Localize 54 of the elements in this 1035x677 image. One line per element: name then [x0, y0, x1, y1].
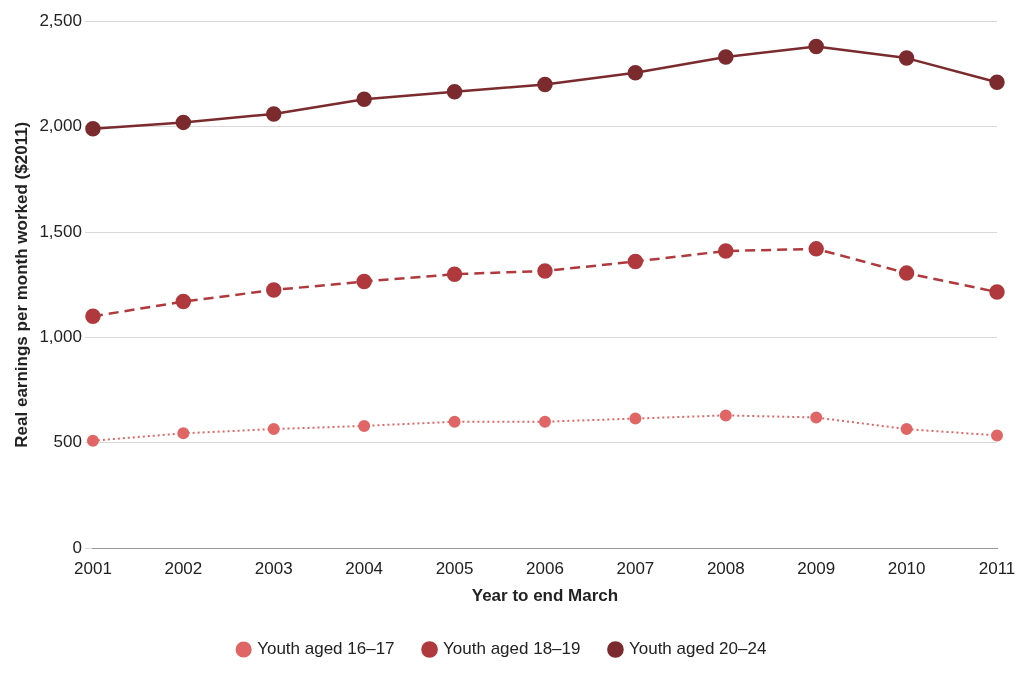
- point: [446, 266, 463, 282]
- legend-label: Youth aged 16–17: [257, 639, 395, 659]
- y-tick-label: 2,500: [39, 10, 82, 30]
- y-tick-label: 1,000: [39, 327, 82, 347]
- x-axis-title: Year to end March: [471, 586, 619, 606]
- point: [446, 84, 463, 100]
- point: [989, 74, 1005, 91]
- x-tick-label: 2009: [797, 559, 836, 579]
- point: [356, 273, 372, 290]
- point: [537, 76, 553, 93]
- point: [808, 241, 824, 257]
- point: [177, 427, 190, 440]
- point: [627, 65, 644, 81]
- point: [537, 263, 553, 279]
- point: [718, 49, 734, 65]
- point: [991, 429, 1003, 442]
- x-tick-label: 2006: [526, 559, 564, 579]
- legend-label: Youth aged 20–24: [628, 639, 767, 659]
- point: [448, 415, 461, 428]
- point: [358, 419, 371, 432]
- x-tick-label: 2001: [74, 559, 112, 579]
- point: [538, 415, 551, 428]
- x-tick-label: 2003: [254, 559, 293, 579]
- x-tick-label: 2007: [616, 559, 655, 579]
- point: [266, 106, 282, 122]
- point: [175, 293, 192, 310]
- x-tick-label: 2008: [706, 559, 745, 579]
- legend-label: Youth aged 18–19: [443, 639, 581, 659]
- point: [898, 50, 915, 66]
- point: [719, 409, 732, 422]
- point: [808, 38, 824, 55]
- x-tick-label: 2011: [978, 559, 1016, 579]
- point: [989, 284, 1005, 300]
- x-tick-label: 2002: [164, 559, 203, 579]
- point: [356, 91, 372, 107]
- x-tick-label: 2005: [435, 559, 474, 579]
- point: [85, 308, 101, 325]
- x-tick-label: 2010: [887, 559, 926, 579]
- point: [629, 412, 642, 425]
- y-tick-label: 2,000: [39, 116, 82, 136]
- point: [900, 423, 913, 436]
- point: [175, 114, 192, 131]
- point: [898, 265, 915, 281]
- point: [718, 243, 734, 259]
- y-tick-label: 1,500: [39, 221, 82, 241]
- y-tick-label: 0: [72, 537, 82, 557]
- point: [85, 120, 101, 137]
- point: [627, 253, 644, 270]
- x-tick-label: 2004: [345, 559, 384, 579]
- y-tick-label: 500: [53, 432, 82, 452]
- point: [266, 282, 282, 298]
- y-axis-title: Real earnings per month worked ($2011): [11, 121, 31, 448]
- point: [267, 423, 280, 436]
- point: [810, 411, 823, 424]
